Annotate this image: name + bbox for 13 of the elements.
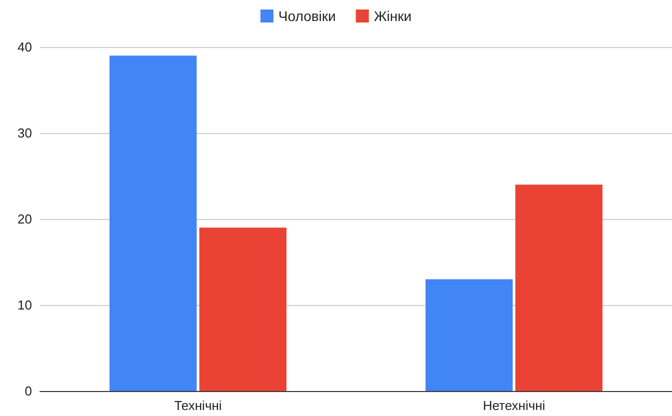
y-tick-label: 40 [18,40,32,54]
y-tick-label: 30 [18,126,32,140]
y-tick-label: 10 [18,298,32,312]
legend-label: Жінки [374,8,412,24]
bar [515,184,602,391]
y-tick-label: 0 [24,384,32,398]
x-tick-label: Технічні [174,398,222,413]
legend-label: Чоловіки [278,8,336,24]
bar [199,228,286,391]
y-tick-label: 20 [18,212,32,226]
x-tick-label: Нетехнічні [482,398,546,413]
bar [110,56,197,391]
bar [426,279,513,391]
